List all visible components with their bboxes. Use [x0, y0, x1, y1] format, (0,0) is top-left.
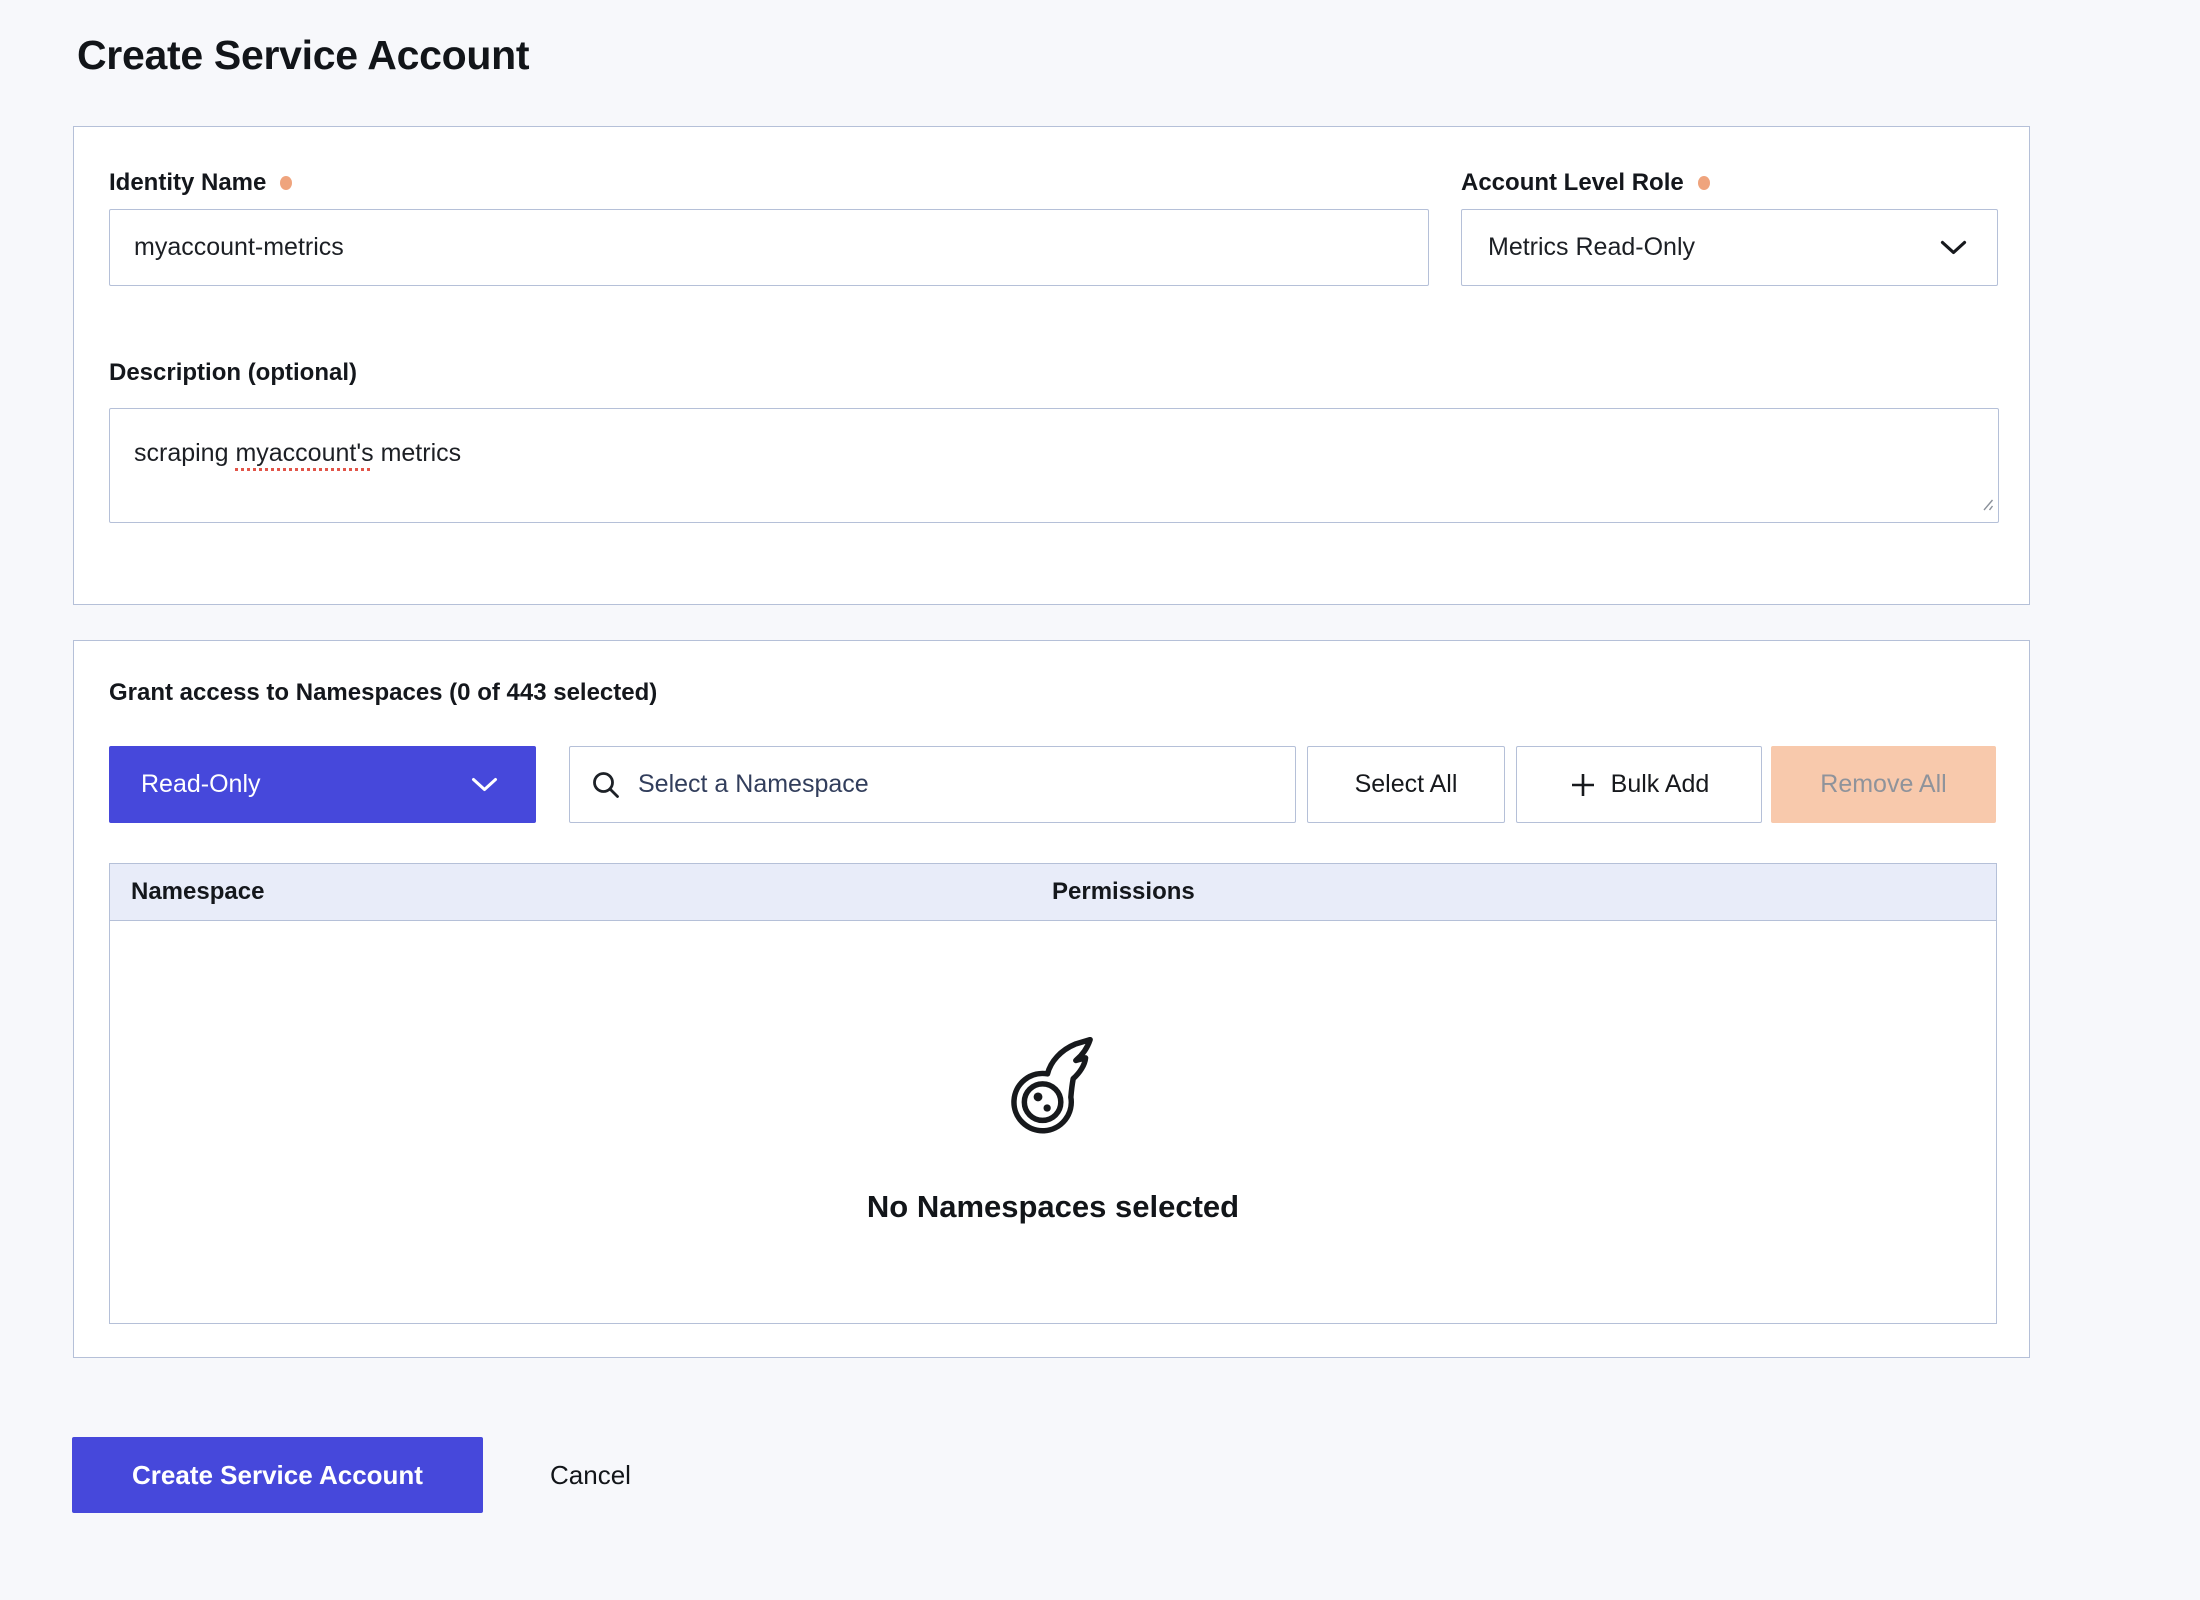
- namespaces-table-body: No Namespaces selected: [109, 921, 1997, 1324]
- select-all-label: Select All: [1354, 770, 1458, 798]
- identity-name-label-text: Identity Name: [109, 169, 267, 196]
- namespace-role-value: Read-Only: [141, 770, 261, 798]
- identity-name-input[interactable]: [109, 209, 1429, 286]
- empty-state-message: No Namespaces selected: [866, 1189, 1240, 1224]
- account-level-role-select[interactable]: Metrics Read-Only: [1461, 209, 1998, 286]
- namespaces-table: Namespace Permissions No Namespaces sele…: [109, 863, 1997, 1324]
- chevron-down-icon: [1940, 240, 1967, 255]
- identity-card: Identity Name Account Level Role Metrics…: [73, 126, 2030, 605]
- cancel-button[interactable]: Cancel: [550, 1459, 631, 1490]
- identity-name-label: Identity Name: [109, 169, 293, 197]
- remove-all-label: Remove All: [1820, 770, 1947, 798]
- description-textarea[interactable]: scraping myaccount's metrics: [109, 408, 1999, 523]
- required-dot-icon: [280, 176, 293, 190]
- description-misspelled-word: myaccount's: [235, 439, 374, 467]
- bulk-add-label: Bulk Add: [1610, 770, 1710, 798]
- create-service-account-button[interactable]: Create Service Account: [72, 1437, 483, 1513]
- account-level-role-label: Account Level Role: [1461, 169, 1710, 197]
- resize-handle-icon[interactable]: [1977, 490, 1995, 519]
- search-icon: [590, 769, 622, 801]
- namespaces-table-header: Namespace Permissions: [109, 863, 1997, 921]
- namespaces-heading: Grant access to Namespaces (0 of 443 sel…: [109, 679, 658, 706]
- description-label: Description (optional): [109, 359, 357, 387]
- column-header-namespace: Namespace: [131, 878, 265, 905]
- comet-icon: [1009, 1036, 1097, 1141]
- namespaces-card: Grant access to Namespaces (0 of 443 sel…: [73, 640, 2030, 1358]
- namespace-search-input[interactable]: [638, 770, 1275, 799]
- bulk-add-button[interactable]: Bulk Add: [1516, 746, 1762, 823]
- page-title: Create Service Account: [77, 32, 530, 78]
- column-header-permissions: Permissions: [1052, 878, 1195, 905]
- required-dot-icon: [1697, 176, 1710, 190]
- footer-actions: Create Service Account Cancel: [72, 1437, 631, 1513]
- plus-icon: [1569, 771, 1597, 799]
- account-level-role-label-text: Account Level Role: [1461, 169, 1684, 196]
- account-level-role-value: Metrics Read-Only: [1488, 233, 1695, 261]
- chevron-down-icon: [471, 777, 498, 792]
- remove-all-button[interactable]: Remove All: [1771, 746, 1996, 823]
- description-text: scraping: [134, 439, 236, 467]
- namespace-role-dropdown[interactable]: Read-Only: [109, 746, 536, 823]
- namespace-search-box[interactable]: [569, 746, 1296, 823]
- description-text: metrics: [373, 439, 462, 467]
- select-all-button[interactable]: Select All: [1307, 746, 1505, 823]
- description-label-text: Description (optional): [109, 359, 357, 386]
